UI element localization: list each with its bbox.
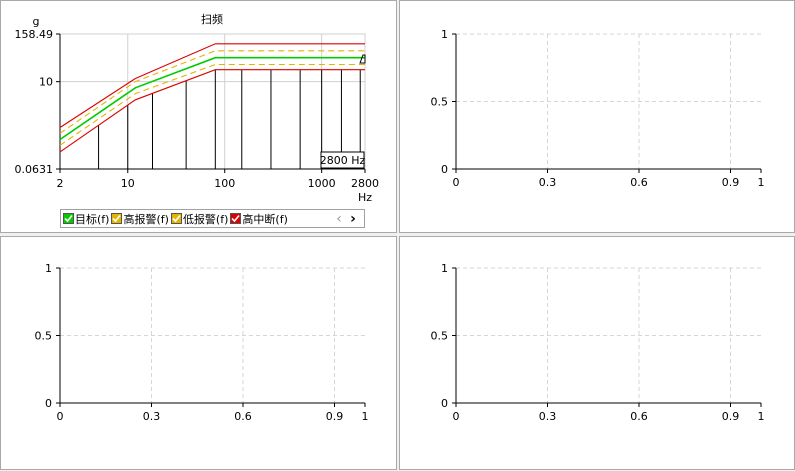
check-icon <box>63 213 74 224</box>
x-tick-label: 1 <box>758 176 765 189</box>
y-tick-label: 1 <box>441 262 448 275</box>
x-tick-label: 10 <box>121 177 135 190</box>
series-line <box>59 50 365 134</box>
y-axis-label: g <box>33 15 40 28</box>
chart-title: 扫频 <box>201 12 223 26</box>
x-tick-label: 2800 <box>351 177 379 190</box>
legend-label: 目标(f) <box>75 212 110 226</box>
empty-chart-panel-3: 0 0.3 0.6 0.9 1 1 0.5 0 <box>0 236 397 470</box>
x-tick-label: 0.6 <box>630 176 648 189</box>
x-tick-label: 1000 <box>308 177 336 190</box>
x-tick-label: 0 <box>453 176 460 189</box>
legend-label: 高报警(f) <box>123 212 169 226</box>
cursor-label-text: 2800 Hz <box>320 154 366 167</box>
x-axis-label: Hz <box>358 191 372 204</box>
x-tick-label: 0.3 <box>539 410 557 423</box>
chevron-right-icon[interactable]: › <box>350 210 356 227</box>
empty-chart-3: 0 0.3 0.6 0.9 1 1 0.5 0 <box>35 262 369 423</box>
y-tick-label: 0 <box>45 397 52 410</box>
empty-chart-panel-2: 0 0.3 0.6 0.9 1 1 0.5 0 <box>399 0 795 233</box>
legend-item-target[interactable]: 目标(f) <box>63 211 109 227</box>
series-line <box>59 43 365 128</box>
x-tick-label: 0 <box>57 410 64 423</box>
chart-legend: 目标(f) 高报警(f) 低报警(f) 高中断(f) ‹ › <box>60 209 365 228</box>
x-tick-label: 0.3 <box>539 176 557 189</box>
series-line <box>59 69 365 153</box>
check-icon <box>111 213 123 224</box>
y-tick-label: 0 <box>441 397 448 410</box>
empty-chart-4: 0 0.3 0.6 0.9 1 1 0.5 0 <box>431 262 765 423</box>
sweep-chart-panel: 158.49 10 0.0631 2 10 100 1000 2800 Hz g 扫频 2800 Hz… <box>0 0 397 233</box>
cursor-marker <box>359 54 366 64</box>
cursor-label-box <box>320 151 365 169</box>
x-tick-label: 0.9 <box>326 410 344 423</box>
x-tick-label: 0.3 <box>143 410 161 423</box>
x-tick-label: 0.9 <box>722 410 740 423</box>
y-tick-label: 158.49 <box>15 28 54 41</box>
y-tick-label: 0.5 <box>431 330 449 343</box>
y-tick-label: 1 <box>441 28 448 41</box>
check-icon <box>170 213 182 224</box>
legend-item-low-alarm[interactable]: 低报警(f) <box>170 211 229 227</box>
y-tick-label: 1 <box>45 262 52 275</box>
y-tick-label: 0.5 <box>431 96 449 109</box>
x-tick-label: 100 <box>214 177 235 190</box>
legend-item-high-abort[interactable]: 高中断(f) <box>230 211 288 227</box>
series-line <box>59 56 365 141</box>
x-tick-label: 1 <box>362 410 369 423</box>
legend-item-high-alarm[interactable]: 高报警(f) <box>111 211 169 227</box>
series-line <box>59 63 365 146</box>
cursor-label: 2800 Hz <box>320 151 366 169</box>
legend-nav: ‹ › <box>332 212 364 226</box>
x-tick-label: 0.9 <box>722 176 740 189</box>
y-tick-label: 0 <box>441 163 448 176</box>
x-tick-label: 2 <box>57 177 64 190</box>
empty-chart-panel-4: 0 0.3 0.6 0.9 1 1 0.5 0 <box>399 236 795 470</box>
x-tick-label: 1 <box>758 410 765 423</box>
x-tick-label: 0.6 <box>630 410 648 423</box>
y-tick-label: 0.5 <box>35 330 53 343</box>
y-tick-label: 0.0631 <box>15 163 54 176</box>
check-icon <box>230 213 242 224</box>
legend-label: 低报警(f) <box>182 212 229 226</box>
legend-label: 高中断(f) <box>242 212 288 226</box>
x-tick-label: 0.6 <box>234 410 252 423</box>
empty-chart-2: 0 0.3 0.6 0.9 1 1 0.5 0 <box>431 28 765 189</box>
chevron-left-icon[interactable]: ‹ <box>336 210 342 227</box>
y-tick-label: 10 <box>39 76 53 89</box>
x-tick-label: 0 <box>453 410 460 423</box>
